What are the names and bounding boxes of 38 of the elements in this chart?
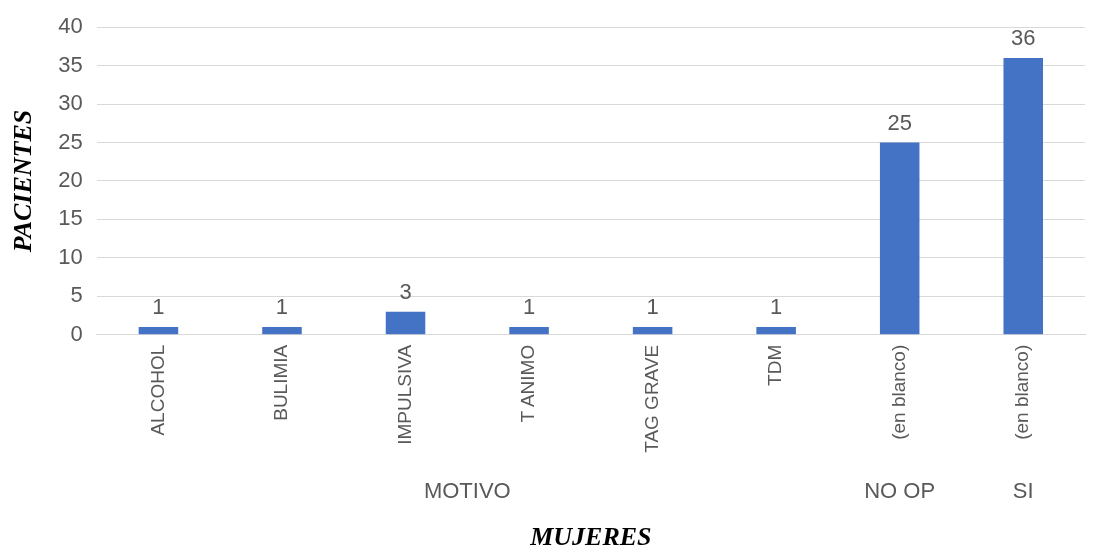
y-axis-title: PACIENTES <box>8 109 38 254</box>
data-label: 1 <box>275 294 289 320</box>
y-tick-label: 15 <box>58 205 83 231</box>
x-tick-label: T ANIMO <box>517 344 539 423</box>
bar <box>879 142 920 335</box>
bar <box>385 311 426 335</box>
bar <box>756 327 796 335</box>
x-tick-label: TAG GRAVE <box>640 344 662 453</box>
data-label: 36 <box>1010 25 1036 51</box>
bar <box>632 327 673 335</box>
x-tick-label: BULIMIA <box>270 344 292 421</box>
y-tick-label: 0 <box>70 320 83 346</box>
data-label: 3 <box>399 278 412 304</box>
y-tick-label: 25 <box>58 128 83 154</box>
data-label: 1 <box>152 294 165 320</box>
bar <box>1003 57 1043 335</box>
x-axis-title: MUJERES <box>529 522 652 552</box>
y-tick-label: 40 <box>58 13 83 39</box>
text: MOTIVO <box>423 478 511 504</box>
data-label: 1 <box>522 294 536 320</box>
bar <box>509 327 549 335</box>
bar <box>138 327 179 335</box>
y-tick-label: 30 <box>58 90 83 116</box>
y-tick-label: 10 <box>58 243 83 269</box>
text: SI <box>1012 478 1034 504</box>
y-tick-label: 5 <box>70 282 83 308</box>
bar <box>262 327 302 335</box>
text: NO OP <box>864 478 936 504</box>
x-tick-label: (en blanco) <box>887 344 909 440</box>
y-tick-label: 35 <box>58 51 83 77</box>
x-tick-label: (en blanco) <box>1011 344 1033 440</box>
data-label: 1 <box>646 294 659 320</box>
x-tick-label: TDM <box>764 344 786 386</box>
x-tick-label: IMPULSIVA <box>393 344 415 445</box>
data-label: 25 <box>887 109 912 135</box>
x-tick-label: ALCOHOL <box>146 344 168 436</box>
data-label: 1 <box>770 294 783 320</box>
y-tick-label: 20 <box>58 167 83 193</box>
